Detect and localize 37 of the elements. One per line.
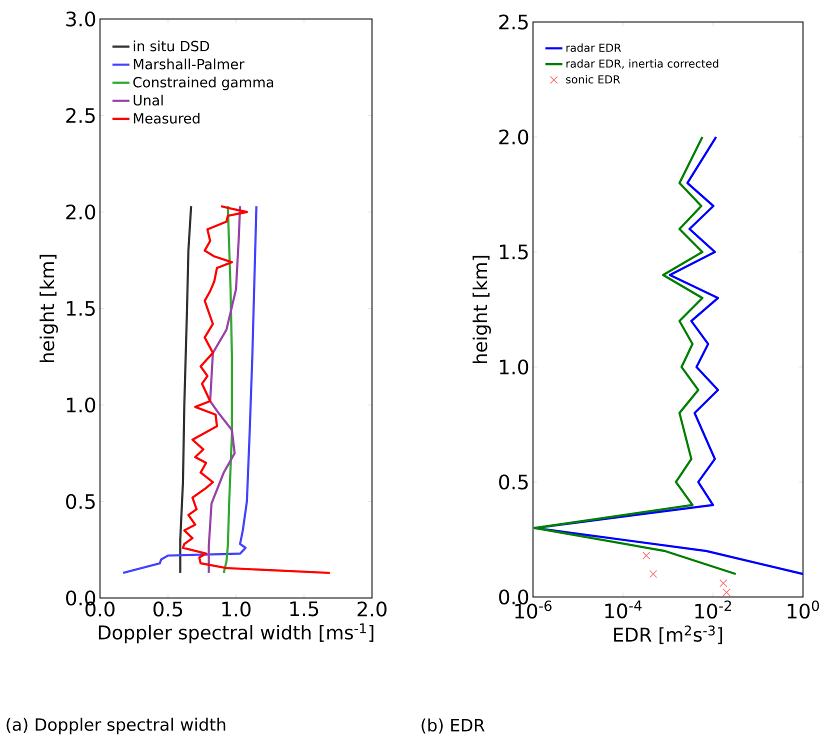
legend-label: Measured	[134, 112, 200, 124]
x-tick-label: 10$^{0}$	[788, 600, 819, 619]
text: (b) EDR	[422, 718, 485, 734]
line-series	[182, 205, 331, 574]
line-series	[222, 205, 234, 574]
line-series	[208, 205, 242, 574]
legend-label: Constrained gamma	[133, 76, 274, 90]
x-tick-label: 0.5	[153, 602, 182, 617]
x-axis-title: EDR [m$^{2}$s$^{-3}$]	[614, 626, 722, 644]
y-axis-title: height [km]	[472, 256, 491, 364]
legend-label: Unal	[134, 94, 163, 106]
legend-label: sonic EDR	[566, 75, 620, 84]
x-tick-label: 2.0	[358, 602, 387, 617]
y-tick-label: 2.0	[499, 129, 528, 145]
line-series	[179, 205, 192, 574]
y-tick-label: 3.0	[66, 11, 96, 27]
legend-label: radar EDR, inertia corrected	[566, 59, 718, 69]
y-tick-label: 0.5	[499, 474, 528, 490]
line-series	[122, 205, 258, 574]
y-tick-label: 2.5	[499, 14, 528, 30]
x-tick-label: 10$^{-2}$	[695, 600, 731, 619]
y-tick-label: 1.5	[66, 301, 95, 316]
x-tick-label: 10$^{-4}$	[605, 600, 642, 618]
y-axis-title: height [km]	[40, 254, 58, 362]
y-tick-label: 0.5	[66, 494, 95, 510]
y-tick-label: 1.5	[500, 244, 528, 260]
x-tick-label: 1.0	[222, 602, 251, 617]
legend-label: Marshall-Palmer	[134, 58, 244, 70]
y-tick-label: 1.0	[500, 359, 528, 375]
y-tick-label: 2.0	[66, 204, 96, 220]
y-tick-label: 1.0	[66, 397, 96, 413]
text: (a) Doppler spectral width	[6, 718, 226, 734]
legend-label: in situ DSD	[134, 40, 210, 52]
y-tick-label: 2.5	[66, 108, 95, 124]
legend-label: radar EDR	[566, 43, 622, 52]
x-tick-label: 1.5	[290, 602, 318, 616]
x-axis-title: Doppler spectral width [ms$^{-1}$]	[98, 623, 374, 644]
